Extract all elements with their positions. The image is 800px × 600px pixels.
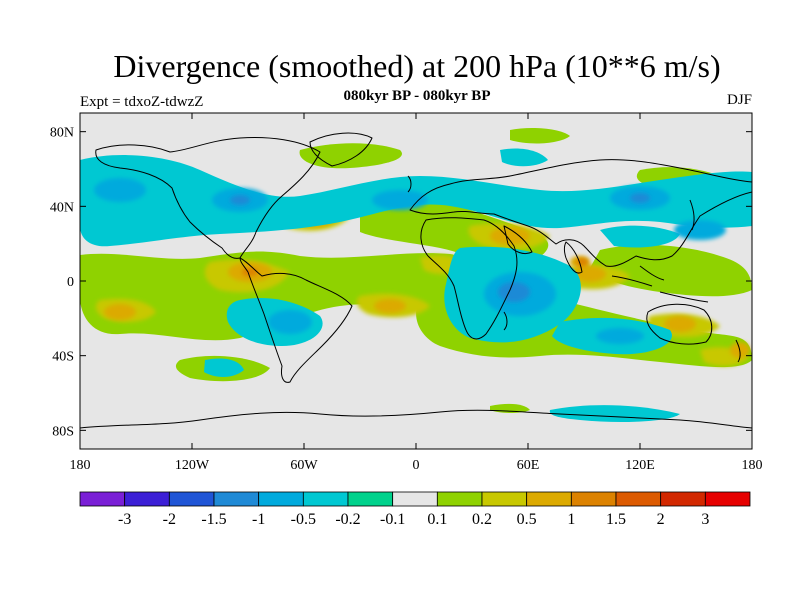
lon-tick-label: 180 bbox=[742, 458, 763, 473]
lon-tick-label: 60W bbox=[290, 458, 318, 473]
colorbar-swatch bbox=[481, 491, 528, 507]
lat-tick-label: 40N bbox=[50, 200, 74, 215]
colorbar-swatch bbox=[570, 491, 617, 507]
colorbar-label: 0.1 bbox=[427, 511, 447, 528]
colorbar-label: -1.5 bbox=[201, 511, 226, 528]
colorbar-swatch bbox=[615, 491, 662, 507]
colorbar-label: -0.1 bbox=[380, 511, 405, 528]
colorbar-swatch bbox=[347, 491, 394, 507]
colorbar-swatch bbox=[302, 491, 349, 507]
colorbar-label: -0.5 bbox=[291, 511, 316, 528]
colorbar-label: 1.5 bbox=[606, 511, 626, 528]
experiment-label: Expt = tdxoZ-tdwzZ bbox=[80, 94, 204, 110]
map-title: Divergence (smoothed) at 200 hPa (10**6 … bbox=[113, 48, 721, 84]
colorbar-label: 0.2 bbox=[472, 511, 492, 528]
colorbar-swatch bbox=[436, 491, 483, 507]
colorbar-swatch bbox=[258, 491, 304, 507]
lon-tick-label: 60E bbox=[517, 458, 540, 473]
colorbar-label: 0.5 bbox=[517, 511, 537, 528]
colorbar-label: -2 bbox=[163, 511, 176, 528]
lat-axis: 80N 40N 0 40S 80S bbox=[50, 126, 752, 439]
colorbar-label: -1 bbox=[252, 511, 265, 528]
lat-tick-label: 40S bbox=[52, 350, 74, 365]
colorbar-swatch bbox=[213, 491, 260, 507]
colorbar-swatch bbox=[392, 491, 438, 507]
colorbar-label: 1 bbox=[567, 511, 575, 528]
divergence-field bbox=[80, 128, 752, 429]
coastlines bbox=[80, 132, 752, 429]
colorbar-label: -3 bbox=[118, 511, 131, 528]
lon-tick-label: 120W bbox=[175, 458, 210, 473]
colorbar-label: 3 bbox=[701, 511, 709, 528]
lon-tick-label: 180 bbox=[70, 458, 91, 473]
lon-tick-label: 0 bbox=[413, 458, 420, 473]
colorbar-swatch bbox=[124, 491, 170, 507]
lon-axis: 180 120W 60W 0 60E 120E 180 bbox=[70, 113, 763, 473]
lat-tick-label: 80S bbox=[52, 424, 74, 439]
colorbar-swatch bbox=[704, 491, 751, 507]
colorbar-swatch bbox=[660, 491, 706, 507]
colorbar-label: -0.2 bbox=[335, 511, 360, 528]
colorbar-swatch bbox=[79, 491, 126, 507]
colorbar-swatch bbox=[526, 491, 572, 507]
lon-tick-label: 120E bbox=[625, 458, 655, 473]
colorbar-label: 2 bbox=[657, 511, 665, 528]
colorbar: -3 -2 -1.5 -1 -0.5 -0.2 -0.1 0.1 0.2 0.5 1 1.5 2 3 bbox=[79, 491, 751, 528]
colorbar-swatch bbox=[168, 491, 215, 507]
map-subtitle: 080kyr BP - 080kyr BP bbox=[343, 88, 491, 104]
lat-tick-label: 80N bbox=[50, 126, 74, 141]
season-label: DJF bbox=[726, 92, 752, 108]
lat-tick-label: 0 bbox=[67, 275, 74, 290]
